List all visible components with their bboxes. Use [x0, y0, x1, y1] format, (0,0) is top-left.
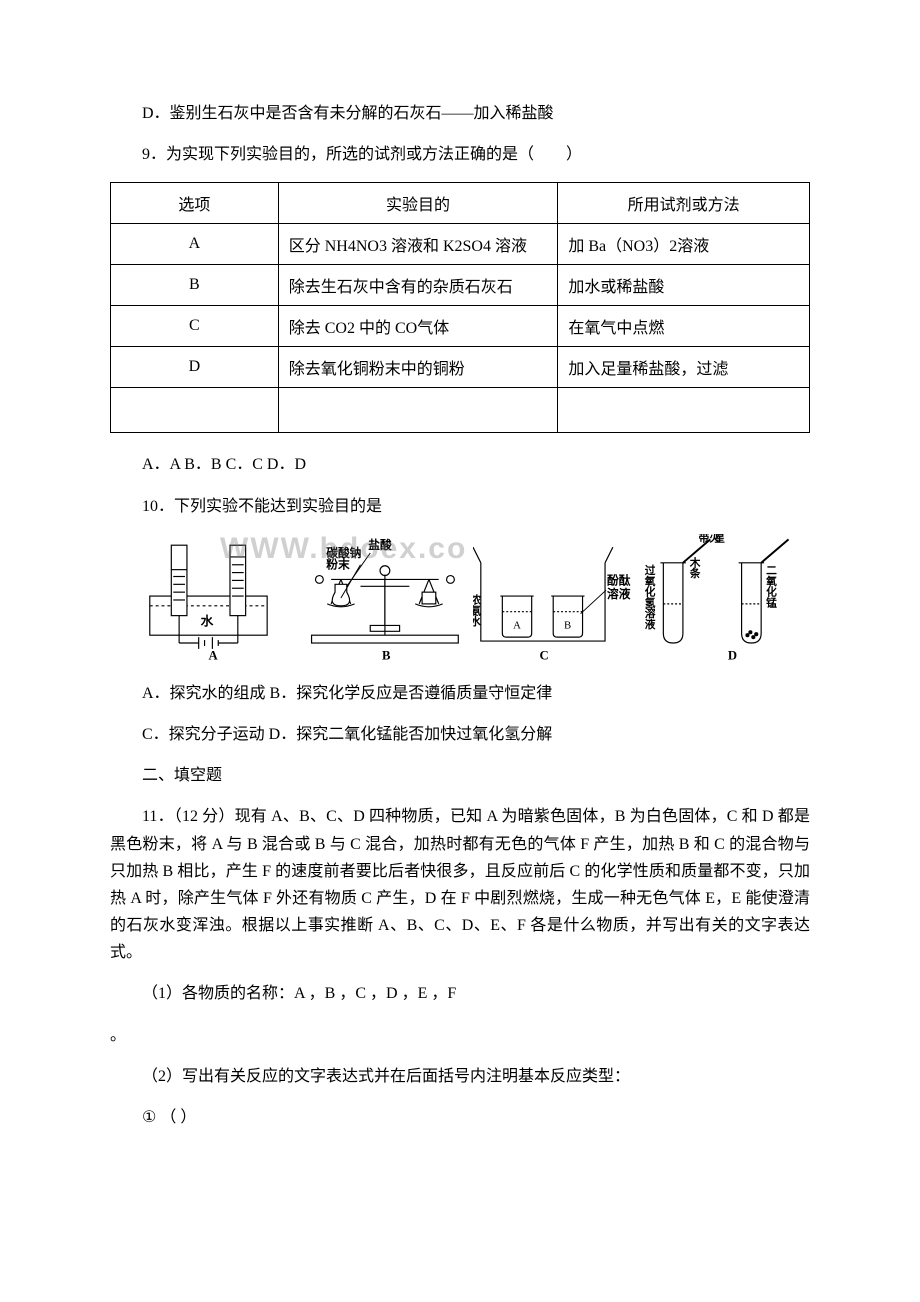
- svg-text:D: D: [728, 648, 737, 662]
- th-purpose: 实验目的: [278, 183, 558, 224]
- q9-stem: 9．为实现下列实验目的，所选的试剂或方法正确的是（ ）: [110, 141, 810, 168]
- table-row: D 除去氧化铜粉末中的铜粉 加入足量稀盐酸，过滤: [111, 347, 810, 388]
- svg-text:水: 水: [201, 613, 214, 628]
- diagram-d-catalyst: 带火 星 木条 过氧化氢溶液 二氧化锰 D: [634, 534, 810, 664]
- table-header-row: 选项 实验目的 所用试剂或方法: [111, 183, 810, 224]
- blank-cell: [278, 388, 558, 433]
- q10-diagrams: 水 A: [140, 534, 810, 664]
- blank-cell: [111, 388, 279, 433]
- cell-method: 在氧气中点燃: [558, 306, 810, 347]
- cell-purpose: 除去 CO2 中的 CO气体: [278, 306, 558, 347]
- svg-text:星: 星: [714, 534, 725, 544]
- svg-text:C: C: [539, 648, 548, 662]
- blank-cell: [558, 388, 810, 433]
- svg-text:酚酞: 酚酞: [607, 573, 631, 587]
- svg-text:木条: 木条: [689, 556, 701, 579]
- svg-text:A: A: [208, 648, 218, 662]
- cell-option: C: [111, 306, 279, 347]
- q10-stem: 10．下列实验不能达到实验目的是: [110, 493, 810, 520]
- cell-method: 加 Ba（NO3）2溶液: [558, 224, 810, 265]
- svg-text:粉末: 粉末: [326, 557, 350, 571]
- th-option: 选项: [111, 183, 279, 224]
- diagram-b-balance: 盐酸 碳酸钠 粉末 B: [292, 534, 473, 664]
- cell-purpose: 区分 NH4NO3 溶液和 K2SO4 溶液: [278, 224, 558, 265]
- svg-text:浓氨水: 浓氨水: [473, 593, 481, 627]
- svg-text:二氧化锰: 二氧化锰: [765, 565, 777, 609]
- cell-purpose: 除去氧化铜粉末中的铜粉: [278, 347, 558, 388]
- q10-options-line2: C．探究分子运动 D．探究二氧化锰能否加快过氧化氢分解: [110, 721, 810, 748]
- q9-table: 选项 实验目的 所用试剂或方法 A 区分 NH4NO3 溶液和 K2SO4 溶液…: [110, 182, 810, 433]
- diagram-row-wrapper: WWW.bdoex.co: [110, 534, 810, 664]
- q11-sub2: （2）写出有关反应的文字表达式并在后面括号内注明基本反应类型：: [110, 1063, 810, 1090]
- q11-stem: 11．（12 分）现有 A、B、C、D 四种物质，已知 A 为暗紫色固体，B 为…: [110, 803, 810, 966]
- table-row: B 除去生石灰中含有的杂质石灰石 加水或稀盐酸: [111, 265, 810, 306]
- cell-method: 加水或稀盐酸: [558, 265, 810, 306]
- cell-purpose: 除去生石灰中含有的杂质石灰石: [278, 265, 558, 306]
- q11-sub2-1: ① （ ）: [110, 1104, 810, 1131]
- svg-text:A: A: [513, 619, 521, 631]
- cell-option: A: [111, 224, 279, 265]
- section-2-heading: 二、填空题: [110, 762, 810, 789]
- q11-period: 。: [110, 1022, 810, 1049]
- table-row: A 区分 NH4NO3 溶液和 K2SO4 溶液 加 Ba（NO3）2溶液: [111, 224, 810, 265]
- svg-text:B: B: [382, 648, 391, 662]
- table-row-blank: [111, 388, 810, 433]
- svg-text:B: B: [564, 619, 571, 631]
- diagram-a-electrolysis: 水 A: [140, 534, 292, 664]
- svg-text:溶液: 溶液: [607, 587, 631, 601]
- th-method: 所用试剂或方法: [558, 183, 810, 224]
- q9-options: A．A B．B C．C D．D: [110, 451, 810, 478]
- svg-text:过氧化氢溶液: 过氧化氢溶液: [644, 564, 656, 630]
- cell-method: 加入足量稀盐酸，过滤: [558, 347, 810, 388]
- cell-option: B: [111, 265, 279, 306]
- svg-text:盐酸: 盐酸: [368, 538, 392, 552]
- diagram-c-diffusion: A B 酚酞 溶液 浓氨水 C: [473, 534, 634, 664]
- table-row: C 除去 CO2 中的 CO气体 在氧气中点燃: [111, 306, 810, 347]
- cell-option: D: [111, 347, 279, 388]
- q10-options-line1: A．探究水的组成 B．探究化学反应是否遵循质量守恒定律: [110, 680, 810, 707]
- q8-option-d: D．鉴别生石灰中是否含有未分解的石灰石——加入稀盐酸: [110, 100, 810, 127]
- q11-sub1: （1）各物质的名称：A ，B ，C ，D ，E ，F: [110, 980, 810, 1007]
